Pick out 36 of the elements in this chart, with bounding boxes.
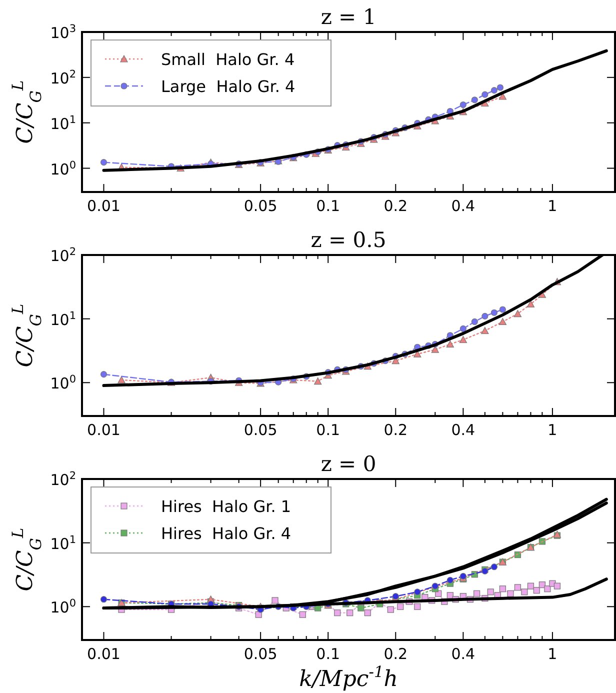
y-tick-label: 10$^{1}$ — [50, 534, 76, 553]
x-tick-label: 0.2 — [384, 421, 408, 439]
chart-title: z = 1 — [320, 5, 376, 29]
x-tick-label: 0.4 — [451, 197, 476, 215]
x-tick-label: 0.01 — [87, 197, 120, 215]
y-tick-label: 10$^{0}$ — [50, 374, 76, 393]
x-axis-title: k/Mpc$^{-1}$h — [299, 663, 398, 692]
y-tick-label: 10$^{1}$ — [50, 310, 76, 329]
x-tick-label: 1 — [548, 197, 558, 215]
y-tick-label: 10$^{3}$ — [50, 23, 76, 42]
x-tick-label: 0.1 — [316, 421, 340, 439]
x-tick-label: 0.05 — [244, 197, 278, 215]
x-tick-label: 0.05 — [244, 421, 278, 439]
chart-title: z = 0.5 — [310, 228, 386, 252]
legend-label: Large Halo Gr. 4 — [161, 77, 296, 96]
x-tick-label: 0.4 — [451, 645, 476, 663]
x-tick-label: 0.1 — [316, 645, 340, 663]
legend-label: Hires Halo Gr. 1 — [161, 497, 292, 516]
x-tick-label: 0.4 — [451, 421, 476, 439]
x-tick-label: 1 — [548, 645, 558, 663]
chart-title: z = 0 — [320, 452, 376, 476]
y-tick-label: 10$^{2}$ — [50, 470, 76, 489]
x-tick-label: 0.2 — [384, 197, 408, 215]
x-tick-label: 0.1 — [316, 197, 340, 215]
y-tick-label: 10$^{0}$ — [50, 159, 76, 178]
legend-label: Small Halo Gr. 4 — [161, 50, 295, 69]
x-tick-label: 1 — [548, 421, 558, 439]
legend-label: Hires Halo Gr. 4 — [161, 524, 292, 543]
y-tick-label: 10$^{2}$ — [50, 68, 76, 88]
x-tick-label: 0.2 — [384, 645, 408, 663]
y-tick-label: 10$^{0}$ — [50, 598, 76, 617]
x-tick-label: 0.01 — [87, 645, 120, 663]
x-tick-label: 0.01 — [87, 421, 120, 439]
x-tick-label: 0.05 — [244, 645, 278, 663]
y-tick-label: 10$^{2}$ — [50, 246, 76, 265]
y-tick-label: 10$^{1}$ — [50, 114, 76, 133]
